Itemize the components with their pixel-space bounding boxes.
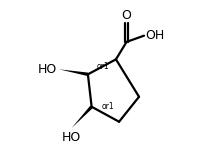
Text: or1: or1: [97, 62, 109, 71]
Text: HO: HO: [38, 63, 57, 76]
Polygon shape: [59, 69, 88, 76]
Polygon shape: [72, 106, 93, 128]
Text: OH: OH: [145, 29, 165, 42]
Text: or1: or1: [102, 102, 114, 111]
Text: HO: HO: [62, 131, 81, 144]
Text: O: O: [122, 9, 131, 22]
